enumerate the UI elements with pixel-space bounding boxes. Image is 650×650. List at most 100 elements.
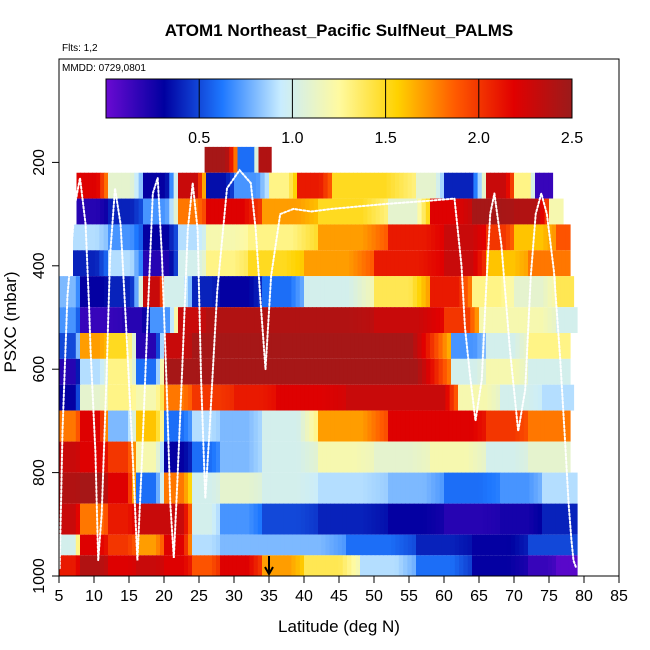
heatmap-cell: [441, 384, 446, 411]
heatmap-cell: [355, 224, 360, 251]
heatmap-cell: [140, 534, 145, 556]
x-tick-label: 55: [400, 588, 418, 605]
heatmap-cell: [204, 441, 209, 473]
heatmap-cell: [326, 441, 332, 473]
heatmap-cell: [192, 358, 197, 385]
heatmap-cell: [326, 410, 331, 442]
heatmap-cell: [295, 307, 301, 334]
heatmap-cell: [128, 555, 133, 576]
heatmap-cell: [112, 503, 117, 535]
heatmap-cell: [502, 333, 508, 359]
heatmap-cell: [353, 307, 359, 334]
heatmap-cell: [543, 276, 549, 308]
heatmap-cell: [557, 441, 563, 473]
heatmap-cell: [484, 534, 490, 556]
heatmap-cell: [540, 555, 545, 576]
heatmap-cell: [227, 198, 233, 225]
heatmap-cell: [501, 276, 507, 308]
heatmap-cell: [212, 441, 217, 473]
heatmap-cell: [262, 555, 267, 576]
heatmap-cell: [444, 472, 449, 504]
heatmap-cell: [544, 358, 550, 385]
heatmap-cell: [180, 384, 185, 411]
heatmap-cell: [218, 224, 224, 251]
heatmap-cell: [463, 198, 469, 225]
heatmap-cell: [300, 333, 306, 359]
heatmap-cell: [300, 410, 306, 442]
heatmap-cell: [308, 307, 313, 334]
heatmap-cell: [194, 224, 199, 251]
heatmap-cell: [564, 555, 570, 576]
heatmap-cell: [178, 172, 183, 199]
heatmap-cell: [67, 555, 73, 576]
heatmap-cell: [75, 358, 81, 385]
heatmap-cell: [399, 276, 405, 308]
heatmap-cell: [254, 307, 260, 334]
heatmap-cell: [241, 555, 246, 576]
heatmap-cell: [268, 358, 274, 385]
heatmap-cell: [493, 534, 499, 556]
heatmap-cell: [84, 472, 89, 504]
heatmap-cell: [421, 276, 427, 308]
heatmap-cell: [417, 276, 422, 308]
heatmap-cell: [250, 146, 255, 173]
heatmap-cell: [390, 307, 396, 334]
heatmap-cell: [67, 441, 73, 473]
heatmap-cell: [480, 276, 486, 308]
heatmap-cell: [420, 384, 425, 411]
heatmap-cell: [164, 224, 170, 251]
heatmap-cell: [283, 503, 289, 535]
heatmap-cell: [287, 198, 293, 225]
heatmap-cell: [152, 503, 157, 535]
heatmap-cell: [105, 307, 110, 334]
heatmap-cell: [100, 555, 105, 576]
heatmap-cell: [313, 534, 318, 556]
heatmap-cell: [372, 555, 378, 576]
heatmap-cell: [382, 276, 388, 308]
heatmap-cell: [77, 224, 83, 251]
heatmap-cell: [225, 146, 230, 173]
heatmap-cell: [108, 534, 113, 556]
heatmap-cell: [463, 555, 469, 576]
heatmap-cell: [125, 250, 131, 277]
heatmap-cell: [216, 472, 221, 504]
heatmap-cell: [186, 198, 191, 225]
heatmap-cell: [217, 333, 222, 359]
heatmap-cell: [259, 333, 264, 359]
heatmap-cell: [549, 333, 554, 359]
heatmap-cell: [345, 250, 350, 277]
heatmap-cell: [565, 410, 571, 442]
heatmap-cell: [212, 534, 217, 556]
heatmap-cell: [500, 384, 505, 411]
heatmap-cell: [302, 358, 308, 385]
heatmap-cell: [427, 250, 433, 277]
heatmap-cell: [241, 410, 246, 442]
heatmap-cell: [128, 441, 133, 473]
heatmap-cell: [270, 441, 276, 473]
heatmap-cell: [293, 224, 299, 251]
heatmap-cell: [249, 472, 255, 504]
heatmap-cell: [180, 410, 185, 442]
heatmap-cell: [283, 307, 289, 334]
heatmap-cell: [295, 555, 301, 576]
heatmap-cell: [249, 441, 255, 473]
heatmap-cell: [435, 307, 441, 334]
heatmap-cell: [535, 224, 540, 251]
heatmap-cell: [564, 307, 570, 334]
heatmap-cell: [403, 534, 409, 556]
heatmap-cell: [200, 472, 205, 504]
heatmap-cell: [387, 384, 392, 411]
heatmap-cell: [498, 441, 504, 473]
heatmap-cell: [430, 441, 435, 473]
heatmap-cell: [71, 441, 77, 473]
heatmap-cell: [152, 358, 157, 385]
heatmap-cell: [84, 172, 89, 199]
heatmap-cell: [134, 224, 140, 251]
heatmap-cell: [221, 146, 226, 173]
heatmap-cell: [227, 224, 232, 251]
heatmap-cell: [529, 384, 535, 411]
heatmap-cell: [314, 172, 320, 199]
heatmap-cell: [519, 250, 525, 277]
heatmap-cell: [375, 410, 381, 442]
